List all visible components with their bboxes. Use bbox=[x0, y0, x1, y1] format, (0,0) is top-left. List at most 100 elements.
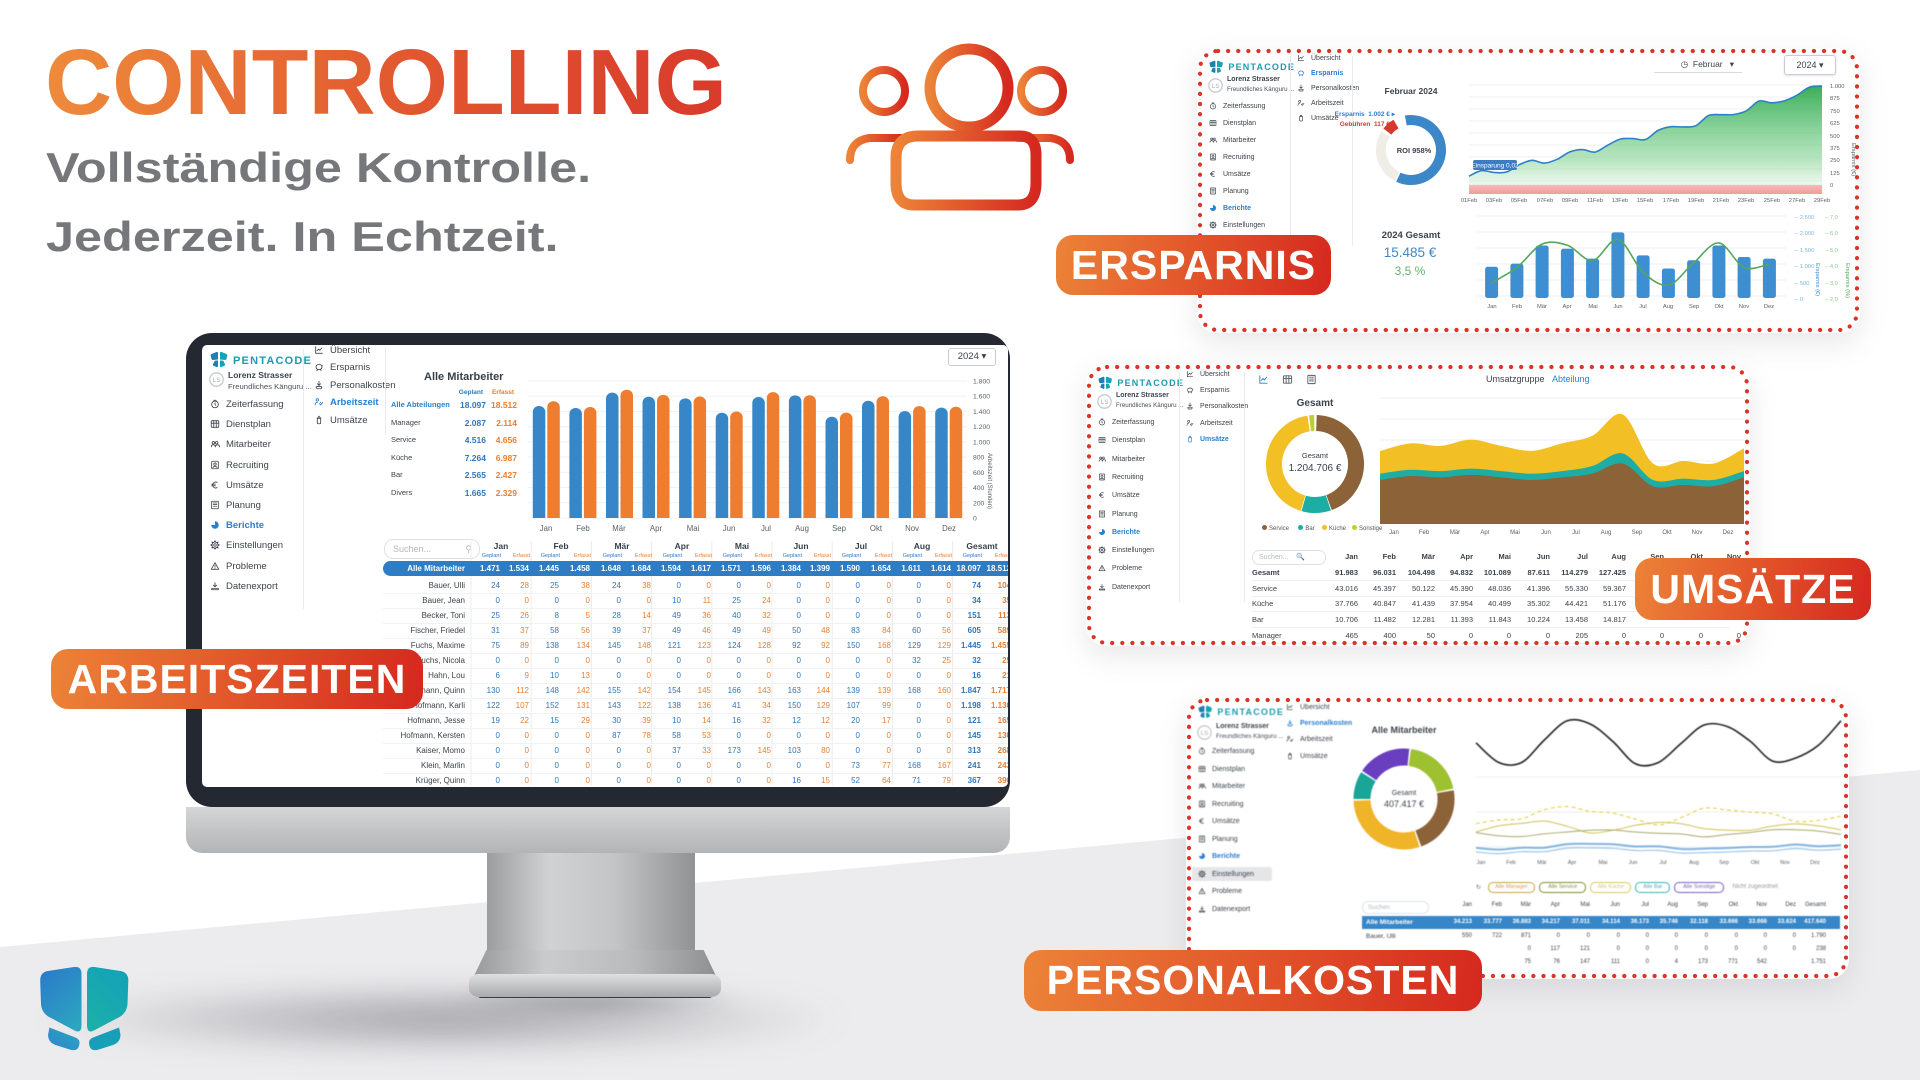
svg-text:Mär: Mär bbox=[1537, 860, 1547, 866]
svg-text:Sep: Sep bbox=[1632, 530, 1643, 536]
svg-text:25Feb: 25Feb bbox=[1764, 198, 1780, 204]
svg-text:– 0: – 0 bbox=[1795, 297, 1803, 303]
svg-text:13Feb: 13Feb bbox=[1612, 198, 1628, 204]
svg-text:125: 125 bbox=[1830, 171, 1840, 177]
svg-text:Dez: Dez bbox=[1764, 304, 1774, 310]
svg-text:Okt: Okt bbox=[1751, 860, 1760, 866]
svg-text:– 2.500: – 2.500 bbox=[1795, 215, 1814, 221]
svg-text:Sep: Sep bbox=[1719, 860, 1729, 866]
svg-text:– 1.500: – 1.500 bbox=[1795, 248, 1814, 254]
svg-text:Dez: Dez bbox=[942, 524, 956, 533]
svg-text:Aug: Aug bbox=[795, 524, 809, 533]
svg-text:Mai: Mai bbox=[1510, 530, 1520, 536]
svg-text:Jul: Jul bbox=[761, 524, 771, 533]
svg-text:– 7,0: – 7,0 bbox=[1825, 215, 1838, 221]
svg-text:Arbeitszeit (Stunden): Arbeitszeit (Stunden) bbox=[986, 453, 992, 509]
svg-text:Ersparnis (€): Ersparnis (€) bbox=[1850, 143, 1856, 176]
svg-text:Sep: Sep bbox=[1689, 304, 1699, 310]
svg-text:0: 0 bbox=[973, 516, 977, 523]
svg-text:Nov: Nov bbox=[905, 524, 919, 533]
svg-text:Ersparnis (€): Ersparnis (€) bbox=[1814, 263, 1820, 296]
svg-text:19Feb: 19Feb bbox=[1688, 198, 1704, 204]
svg-text:– 5,0: – 5,0 bbox=[1825, 248, 1838, 254]
svg-text:250: 250 bbox=[1830, 158, 1840, 164]
svg-text:Aug: Aug bbox=[1663, 304, 1673, 310]
svg-text:1.400: 1.400 bbox=[973, 409, 990, 416]
svg-text:Apr: Apr bbox=[1480, 530, 1489, 536]
svg-text:Jan: Jan bbox=[1389, 530, 1399, 536]
svg-text:Aug: Aug bbox=[1689, 860, 1699, 866]
svg-text:Feb: Feb bbox=[1506, 860, 1515, 866]
svg-text:LS: LS bbox=[213, 378, 221, 384]
svg-text:29Feb: 29Feb bbox=[1814, 198, 1830, 204]
svg-text:750: 750 bbox=[1830, 109, 1840, 115]
svg-text:Apr: Apr bbox=[1562, 304, 1571, 310]
svg-text:Einsparung 0,02: Einsparung 0,02 bbox=[1471, 163, 1519, 170]
svg-text:Jun: Jun bbox=[723, 524, 736, 533]
svg-text:Mai: Mai bbox=[1588, 304, 1597, 310]
svg-text:– 6,0: – 6,0 bbox=[1825, 231, 1838, 237]
svg-text:Aug: Aug bbox=[1601, 530, 1612, 536]
svg-text:Nov: Nov bbox=[1692, 530, 1703, 536]
svg-text:Okt: Okt bbox=[1662, 530, 1672, 536]
svg-text:11Feb: 11Feb bbox=[1587, 198, 1603, 204]
svg-text:Jun: Jun bbox=[1541, 530, 1551, 536]
svg-text:625: 625 bbox=[1830, 121, 1840, 127]
svg-text:09Feb: 09Feb bbox=[1562, 198, 1578, 204]
svg-text:Sep: Sep bbox=[832, 524, 847, 533]
svg-text:400: 400 bbox=[973, 485, 985, 492]
svg-text:Nov: Nov bbox=[1780, 860, 1790, 866]
svg-text:17Feb: 17Feb bbox=[1663, 198, 1679, 204]
svg-text:Mär: Mär bbox=[1450, 530, 1460, 536]
svg-text:Okt: Okt bbox=[1714, 304, 1723, 310]
svg-text:Mär: Mär bbox=[612, 524, 626, 533]
svg-text:Mär: Mär bbox=[1537, 304, 1547, 310]
svg-text:Jul: Jul bbox=[1572, 530, 1580, 536]
svg-text:Nov: Nov bbox=[1739, 304, 1749, 310]
svg-text:23Feb: 23Feb bbox=[1738, 198, 1754, 204]
svg-text:Jul: Jul bbox=[1659, 860, 1666, 866]
svg-text:Dez: Dez bbox=[1723, 530, 1734, 536]
svg-text:– 500: – 500 bbox=[1795, 281, 1810, 287]
svg-text:1.000: 1.000 bbox=[1830, 84, 1845, 90]
svg-text:27Feb: 27Feb bbox=[1789, 198, 1805, 204]
svg-text:21Feb: 21Feb bbox=[1713, 198, 1729, 204]
svg-text:Mai: Mai bbox=[687, 524, 700, 533]
svg-text:15Feb: 15Feb bbox=[1637, 198, 1653, 204]
svg-text:0: 0 bbox=[1830, 183, 1833, 189]
svg-text:07Feb: 07Feb bbox=[1537, 198, 1553, 204]
svg-text:375: 375 bbox=[1830, 146, 1840, 152]
svg-text:Okt: Okt bbox=[870, 524, 883, 533]
svg-text:Jul: Jul bbox=[1639, 304, 1646, 310]
svg-text:Apr: Apr bbox=[1568, 860, 1577, 866]
svg-text:1.200: 1.200 bbox=[973, 424, 990, 431]
svg-text:1.000: 1.000 bbox=[973, 439, 990, 446]
svg-text:05Feb: 05Feb bbox=[1511, 198, 1527, 204]
svg-text:– 3,0: – 3,0 bbox=[1825, 281, 1838, 287]
svg-text:Jun: Jun bbox=[1613, 304, 1622, 310]
svg-text:875: 875 bbox=[1830, 96, 1840, 102]
svg-text:Apr: Apr bbox=[650, 524, 663, 533]
svg-text:– 1.000: – 1.000 bbox=[1795, 264, 1814, 270]
svg-text:Jan: Jan bbox=[1487, 304, 1496, 310]
svg-text:Mai: Mai bbox=[1599, 860, 1608, 866]
svg-text:1.800: 1.800 bbox=[973, 379, 990, 386]
svg-text:01Feb: 01Feb bbox=[1461, 198, 1477, 204]
svg-text:Jan: Jan bbox=[540, 524, 553, 533]
svg-text:1.600: 1.600 bbox=[973, 394, 990, 401]
svg-text:600: 600 bbox=[973, 470, 985, 477]
svg-text:– 2,0: – 2,0 bbox=[1825, 297, 1838, 303]
svg-text:800: 800 bbox=[973, 455, 985, 462]
svg-text:Feb: Feb bbox=[1512, 304, 1522, 310]
svg-text:Jan: Jan bbox=[1477, 860, 1486, 866]
svg-text:03Feb: 03Feb bbox=[1486, 198, 1502, 204]
svg-text:Dez: Dez bbox=[1810, 860, 1820, 866]
svg-text:200: 200 bbox=[973, 500, 985, 507]
svg-text:Ersparnis (%): Ersparnis (%) bbox=[1844, 263, 1850, 298]
svg-text:Feb: Feb bbox=[1419, 530, 1430, 536]
svg-text:Jun: Jun bbox=[1629, 860, 1638, 866]
svg-text:– 2.000: – 2.000 bbox=[1795, 231, 1814, 237]
svg-text:– 4,0: – 4,0 bbox=[1825, 264, 1838, 270]
svg-text:Feb: Feb bbox=[576, 524, 590, 533]
svg-text:500: 500 bbox=[1830, 134, 1840, 140]
